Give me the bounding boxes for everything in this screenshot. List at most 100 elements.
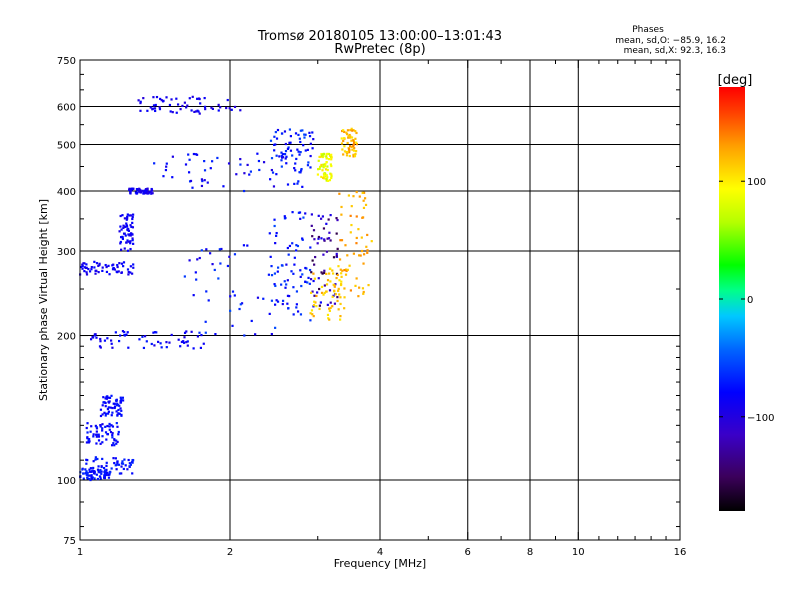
data-point (200, 184, 204, 188)
data-point (349, 129, 352, 132)
data-point (341, 269, 344, 272)
data-point (301, 129, 304, 132)
data-point (113, 438, 116, 441)
data-point (357, 228, 360, 231)
data-point (117, 408, 120, 412)
data-point (126, 239, 129, 242)
data-point (334, 283, 337, 286)
data-point (347, 135, 350, 138)
data-point (296, 310, 300, 313)
data-point (131, 459, 134, 462)
data-point (246, 163, 249, 167)
data-point (126, 215, 129, 218)
data-point (353, 146, 356, 150)
data-point (96, 457, 99, 461)
data-point (191, 186, 194, 189)
data-point (323, 164, 327, 168)
data-point (317, 277, 320, 280)
data-point (360, 249, 364, 253)
data-point (111, 268, 115, 271)
data-point (318, 167, 321, 170)
data-point (240, 302, 244, 305)
data-point (127, 346, 130, 349)
data-point (352, 195, 355, 198)
data-point (118, 412, 121, 415)
data-point (348, 151, 351, 154)
data-point (335, 252, 338, 256)
data-point (329, 267, 332, 270)
data-point (322, 227, 326, 230)
data-point (199, 102, 202, 105)
data-point (286, 246, 289, 250)
data-point (106, 337, 109, 340)
data-point (85, 271, 88, 274)
data-point (276, 270, 279, 273)
data-point (194, 271, 197, 274)
data-point (340, 137, 343, 140)
data-point (190, 330, 193, 333)
data-point (342, 129, 345, 132)
data-point (284, 157, 287, 160)
data-point (323, 284, 326, 287)
data-point (270, 299, 274, 302)
data-point (332, 256, 336, 259)
data-point (119, 225, 122, 228)
data-point (211, 107, 214, 111)
data-point (346, 268, 349, 271)
data-point (281, 153, 285, 156)
data-point (182, 340, 185, 343)
data-point (120, 399, 123, 402)
data-point (82, 472, 85, 475)
data-point (110, 414, 113, 417)
data-point (350, 139, 353, 142)
data-point (333, 302, 337, 305)
data-point (228, 255, 231, 258)
data-point (363, 253, 366, 256)
data-point (289, 149, 293, 152)
data-point (108, 400, 111, 403)
data-point (311, 259, 314, 262)
data-point (165, 96, 168, 99)
data-point (349, 289, 352, 292)
data-point (321, 215, 325, 218)
data-point (366, 251, 369, 254)
data-point (200, 333, 203, 337)
data-point (366, 249, 369, 252)
data-point (113, 268, 116, 271)
data-point (84, 468, 87, 471)
data-point (320, 237, 323, 240)
data-point (312, 272, 315, 275)
data-point (210, 106, 213, 109)
data-point (340, 280, 343, 283)
data-point (157, 340, 160, 343)
data-point (258, 168, 261, 172)
data-point (325, 157, 328, 160)
data-point (103, 469, 107, 472)
data-point (99, 477, 102, 480)
data-point (138, 189, 142, 192)
data-point (104, 412, 107, 415)
data-point (354, 130, 357, 133)
data-point (340, 275, 343, 278)
data-point (126, 228, 129, 231)
data-point (338, 258, 342, 261)
data-point (176, 103, 180, 106)
data-point (116, 402, 119, 405)
data-point (94, 333, 97, 336)
data-point (297, 180, 300, 183)
data-point (146, 191, 149, 194)
data-point (201, 179, 204, 183)
data-point (117, 270, 120, 273)
data-point (115, 410, 118, 413)
data-point (313, 300, 316, 303)
data-point (336, 247, 339, 250)
data-point (334, 293, 337, 296)
data-point (108, 425, 111, 428)
data-point (256, 152, 259, 155)
data-point (131, 237, 134, 240)
data-point (217, 103, 220, 107)
data-point (268, 232, 271, 235)
data-point (286, 302, 289, 305)
data-point (326, 176, 329, 179)
data-point (129, 271, 132, 274)
